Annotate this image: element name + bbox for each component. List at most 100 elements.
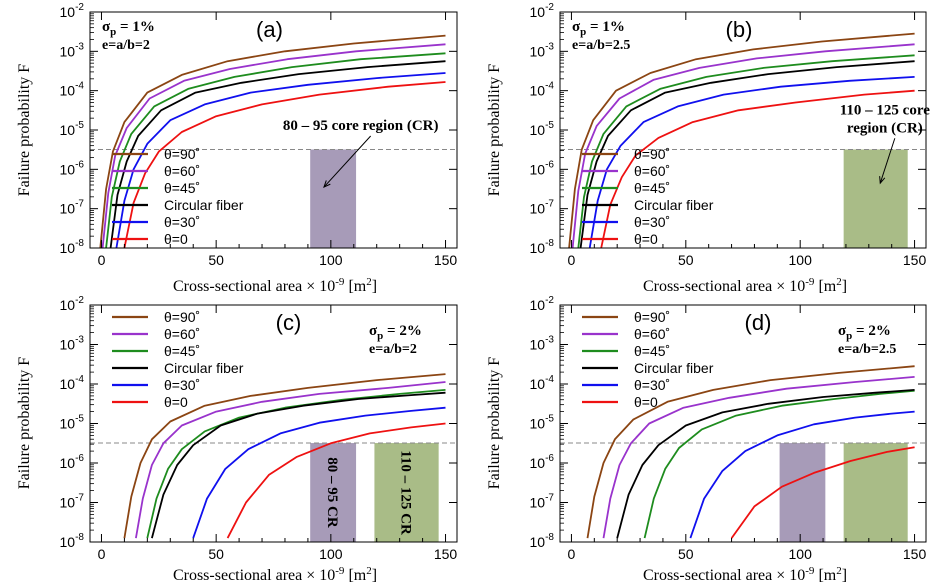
series-line [600,89,915,248]
y-tick-exponent: -8 [75,532,84,543]
legend-entry: θ=45˚ [164,180,200,196]
core-region [310,149,357,248]
legend-entry: Circular fiber [634,360,714,376]
y-tick-exponent: -3 [545,335,554,346]
x-axis-label-part: [m [814,567,836,583]
sigma-part: σ [369,323,378,339]
series-line [115,72,446,248]
y-axis-label: Failure probability F [486,64,503,197]
y-tick-base: 10 [60,297,76,313]
y-tick-label: 10-2 [60,2,85,20]
y-tick-label: 10-2 [530,2,555,20]
x-tick-label: 0 [568,546,576,562]
x-tick-label: 50 [678,546,694,562]
panel-label: (b) [726,17,753,42]
legend-entry: Circular fiber [634,197,714,213]
legend-entry: θ=60˚ [634,163,670,179]
x-axis-label-part: ] [372,567,377,583]
y-tick-base: 10 [60,240,76,256]
y-tick-label: 10-5 [530,120,555,138]
legend-entry: θ=90˚ [164,146,200,162]
y-tick-exponent: -2 [75,2,84,13]
series-line [568,32,915,248]
y-tick-label: 10-8 [530,238,555,256]
legend-entry: θ=30˚ [164,214,200,230]
x-axis-label: Cross-sectional area × 10-9 [m2] [643,565,847,583]
x-tick-label: 150 [434,546,458,562]
x-axis-label-part: -9 [805,276,815,288]
sigma-part: p [110,26,116,38]
y-tick-label: 10-7 [60,199,85,217]
x-tick-label: 150 [903,252,927,268]
y-tick-label: 10-4 [530,374,555,392]
core-region [779,443,826,542]
y-tick-exponent: -4 [545,374,554,385]
y-tick-exponent: -5 [75,414,84,425]
y-tick-base: 10 [530,122,546,138]
legend-entry: Circular fiber [164,360,244,376]
y-tick-exponent: -2 [545,2,554,13]
y-tick-label: 10-5 [60,414,85,432]
x-tick-label: 0 [568,252,576,268]
x-axis-label-part: × [306,567,315,583]
eccentricity-label: e=a/b=2.5 [838,342,896,357]
y-tick-label: 10-6 [60,159,85,177]
x-axis-label-part: [m [344,278,366,295]
y-tick-exponent: -6 [545,453,554,464]
y-tick-base: 10 [530,201,546,217]
sigma-part: σ [838,323,847,339]
x-axis-label: Cross-sectional area × 10-9 [m2] [643,276,847,295]
legend-entry: θ=0 [164,394,188,410]
y-tick-exponent: -6 [545,159,554,170]
legend-entry: θ=30˚ [634,377,670,393]
series-line [730,446,915,539]
y-tick-exponent: -7 [545,493,554,504]
x-axis-label-part: -9 [335,565,345,577]
x-axis-label-part: × [306,278,315,295]
y-tick-label: 10-7 [530,493,555,511]
x-axis-label-part: Cross-sectional area [173,567,306,583]
series-line [577,54,915,248]
legend-entry: θ=90˚ [164,309,200,325]
y-tick-exponent: -3 [75,335,84,346]
y-tick-base: 10 [530,376,546,392]
y-tick-base: 10 [60,4,76,20]
y-tick-exponent: -8 [545,532,554,543]
y-tick-exponent: -8 [75,238,84,249]
x-axis-label-part: × [776,278,785,295]
legend-entry: θ=30˚ [634,214,670,230]
panel-a: 0 50 100 15010-810-710-610-510-410-310-2(a)… [60,2,458,268]
annotation-arrow [323,135,372,188]
eccentricity-label: e=a/b=2 [369,342,417,357]
legend-entry: Circular fiber [164,197,244,213]
x-axis-label-part: 10 [315,278,335,295]
series-line [101,43,446,248]
y-tick-base: 10 [60,455,76,471]
y-tick-base: 10 [530,534,546,550]
sigma-part: σ [102,19,111,35]
x-tick-label: 100 [789,252,813,268]
sigma-part: = 2% [383,323,422,339]
x-axis-label-part: ] [842,278,847,295]
series-line [571,43,915,248]
y-tick-base: 10 [530,240,546,256]
legend-entry: θ=90˚ [634,309,670,325]
sigma-part: = 1% [586,19,625,35]
y-axis-label: Failure probability F [486,357,503,490]
core-region-label: 80 – 95 CR [324,457,340,528]
y-axis-label: Failure probability F [16,64,33,197]
x-axis-label-part: -9 [805,565,815,577]
legend-entry: θ=60˚ [164,163,200,179]
x-tick-label: 150 [434,252,458,268]
y-tick-exponent: -2 [75,295,84,306]
x-tick-label: 50 [208,546,224,562]
series-line [135,381,446,539]
sigma-part: σ [572,19,581,35]
y-tick-base: 10 [530,297,546,313]
y-tick-base: 10 [60,534,76,550]
series-line [588,76,915,248]
x-tick-label: 100 [319,252,343,268]
